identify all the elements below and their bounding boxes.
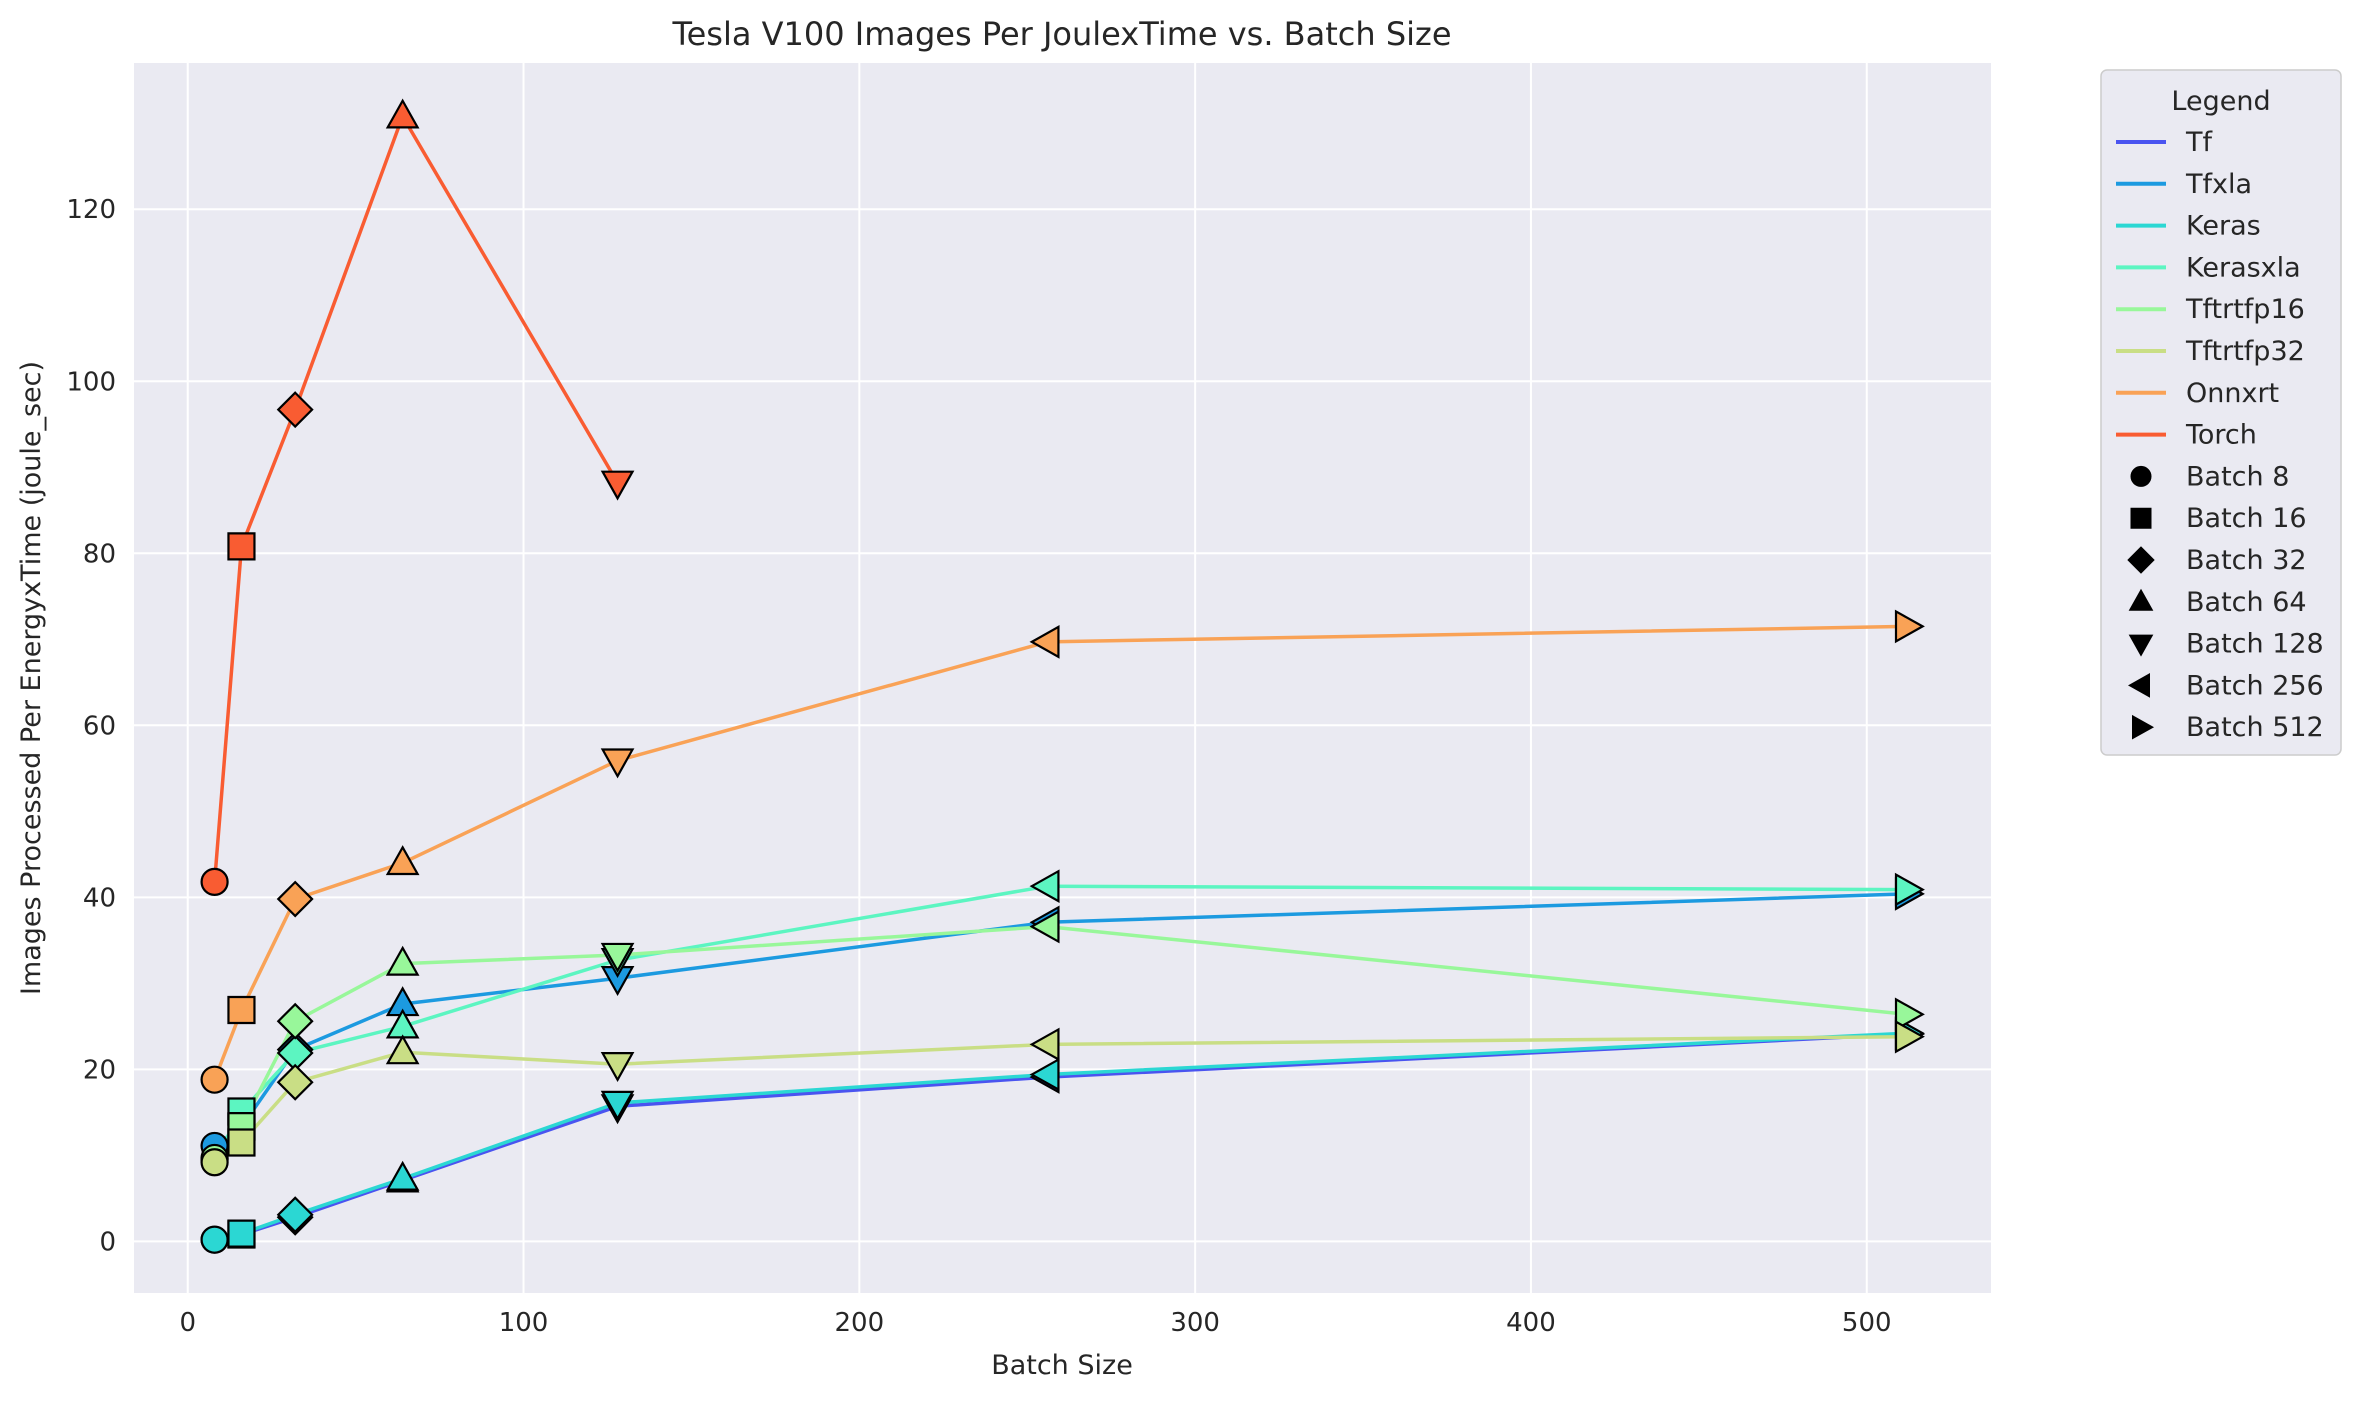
y-tick-label: 80 xyxy=(83,539,116,569)
series-markers xyxy=(200,98,1925,1254)
y-tick-label: 20 xyxy=(83,1055,116,1085)
data-point-tftrtfp32 xyxy=(200,1148,229,1177)
data-point-onnxrt xyxy=(1894,609,1925,644)
data-point-tftrtfp32 xyxy=(600,1052,635,1083)
x-tick-label: 300 xyxy=(1170,1308,1220,1338)
legend-title: Legend xyxy=(2171,86,2270,117)
data-point-torch xyxy=(276,391,314,429)
legend-label: Batch 512 xyxy=(2186,712,2324,743)
x-tick-label: 500 xyxy=(1842,1308,1892,1338)
legend-marker-triangle-right xyxy=(2132,714,2155,740)
x-tick-label: 400 xyxy=(1506,1308,1556,1338)
plot-background xyxy=(134,63,1991,1293)
data-point-torch xyxy=(200,867,229,896)
legend-marker-triangle-down xyxy=(2128,634,2154,657)
legend-marker-triangle-up xyxy=(2128,588,2154,611)
data-point-onnxrt xyxy=(200,1065,229,1094)
data-point-kerasxla xyxy=(1029,869,1060,903)
legend-marker-diamond xyxy=(2127,546,2155,574)
legend-label: Batch 16 xyxy=(2186,503,2307,534)
data-point-keras xyxy=(276,1196,314,1234)
legend: Legend Tf Tfxla Keras Kerasxla Tftrtfp16 Tftr… xyxy=(2100,69,2342,756)
grid-layer xyxy=(134,63,1991,1293)
data-point-keras xyxy=(200,1225,229,1254)
x-tick-label: 0 xyxy=(179,1308,196,1338)
legend-label: Keras xyxy=(2186,211,2261,242)
legend-label: Batch 256 xyxy=(2186,670,2324,701)
y-tick-label: 40 xyxy=(83,883,116,913)
legend-label: Kerasxla xyxy=(2186,252,2301,283)
legend-box xyxy=(2100,69,2342,756)
y-axis-label: Images Processed Per EnergyxTime (joule_… xyxy=(16,361,47,995)
legend-label: Batch 8 xyxy=(2186,461,2289,492)
data-point-tftrtfp32 xyxy=(276,1063,314,1101)
x-tick-label: 100 xyxy=(499,1308,549,1338)
data-point-tftrtfp16 xyxy=(1894,997,1925,1032)
data-point-keras xyxy=(1029,1057,1060,1092)
legend-label: Batch 128 xyxy=(2186,629,2324,660)
y-tick-label: 120 xyxy=(66,195,116,225)
legend-label: Tfxla xyxy=(2185,169,2252,200)
y-tick-label: 60 xyxy=(83,711,116,741)
data-point-keras xyxy=(227,1219,256,1248)
data-point-tftrtfp32 xyxy=(385,1034,420,1065)
data-point-torch xyxy=(385,98,420,129)
data-point-onnxrt xyxy=(276,880,314,918)
legend-label: Torch xyxy=(2185,420,2257,451)
x-axis-label: Batch Size xyxy=(991,1350,1133,1381)
data-point-tftrtfp32 xyxy=(1029,1027,1060,1062)
chart-title: Tesla V100 Images Per JoulexTime vs. Bat… xyxy=(671,15,1451,53)
legend-label: Tf xyxy=(2185,127,2213,158)
data-point-keras xyxy=(600,1090,635,1121)
data-point-tftrtfp16 xyxy=(385,945,420,976)
data-point-onnxrt xyxy=(1029,625,1060,659)
data-point-kerasxla xyxy=(1894,872,1925,907)
y-tick-label: 0 xyxy=(99,1227,116,1257)
legend-items: Tf Tfxla Keras Kerasxla Tftrtfp16 Tftrtfp32 On… xyxy=(2116,127,2324,743)
x-tick-label: 200 xyxy=(835,1308,885,1338)
legend-marker-circle xyxy=(2130,465,2152,487)
data-point-onnxrt xyxy=(227,995,256,1025)
data-point-tftrtfp32 xyxy=(227,1128,256,1157)
data-point-keras xyxy=(385,1160,420,1191)
data-point-onnxrt xyxy=(600,748,635,779)
data-point-onnxrt xyxy=(385,845,420,876)
y-tick-label: 100 xyxy=(66,367,116,397)
legend-marker-square xyxy=(2130,507,2152,529)
legend-label: Tftrtfp32 xyxy=(2185,336,2305,367)
data-point-torch xyxy=(600,470,635,501)
data-point-tftrtfp16 xyxy=(600,942,635,973)
data-point-tftrtfp16 xyxy=(276,1002,314,1040)
data-point-tftrtfp32 xyxy=(1894,1019,1925,1054)
data-point-tftrtfp16 xyxy=(1029,909,1060,944)
data-point-torch xyxy=(227,532,256,561)
tick-labels: 0 100 200 300 400 500 0 20 40 60 80 100 120 xyxy=(66,195,1891,1338)
legend-label: Tftrtfp16 xyxy=(2185,294,2305,325)
legend-label: Onnxrt xyxy=(2186,378,2279,409)
legend-marker-triangle-left xyxy=(2127,673,2150,698)
legend-label: Batch 32 xyxy=(2186,545,2307,576)
legend-label: Batch 64 xyxy=(2186,587,2307,618)
